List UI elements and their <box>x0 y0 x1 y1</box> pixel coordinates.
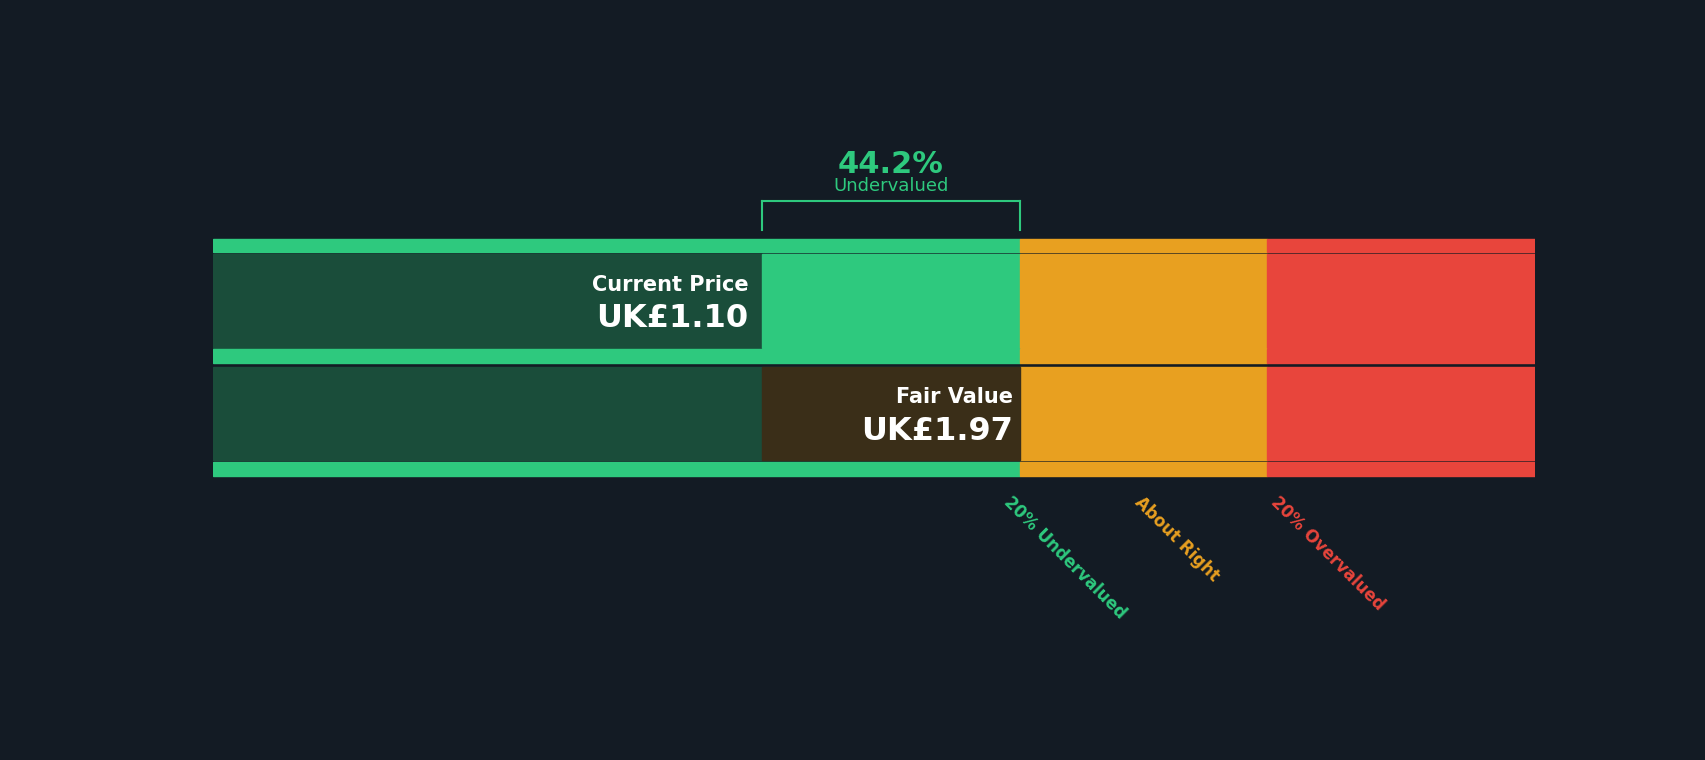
Text: Fair Value: Fair Value <box>895 388 1013 407</box>
Bar <box>762 255 1020 348</box>
Bar <box>1267 255 1534 348</box>
Bar <box>1267 367 1534 460</box>
Bar <box>213 239 1020 252</box>
Bar <box>1020 255 1267 348</box>
Bar <box>1020 349 1267 363</box>
Text: 20% Undervalued: 20% Undervalued <box>999 492 1129 622</box>
Bar <box>213 367 1020 460</box>
Text: 44.2%: 44.2% <box>837 150 943 179</box>
Text: UK£1.97: UK£1.97 <box>861 416 1013 447</box>
Text: About Right: About Right <box>1130 492 1222 584</box>
Text: UK£1.10: UK£1.10 <box>597 303 748 334</box>
Bar <box>1020 462 1267 476</box>
Bar <box>762 367 1020 460</box>
Bar <box>213 462 1020 476</box>
Text: Current Price: Current Price <box>592 275 748 295</box>
Bar <box>213 255 762 348</box>
Bar <box>1267 239 1534 252</box>
Bar <box>1020 239 1267 252</box>
Text: 20% Overvalued: 20% Overvalued <box>1267 492 1388 613</box>
Bar <box>1267 462 1534 476</box>
Bar <box>1020 367 1267 460</box>
Bar <box>1267 349 1534 363</box>
Bar <box>213 349 1020 363</box>
Text: Undervalued: Undervalued <box>832 177 948 195</box>
